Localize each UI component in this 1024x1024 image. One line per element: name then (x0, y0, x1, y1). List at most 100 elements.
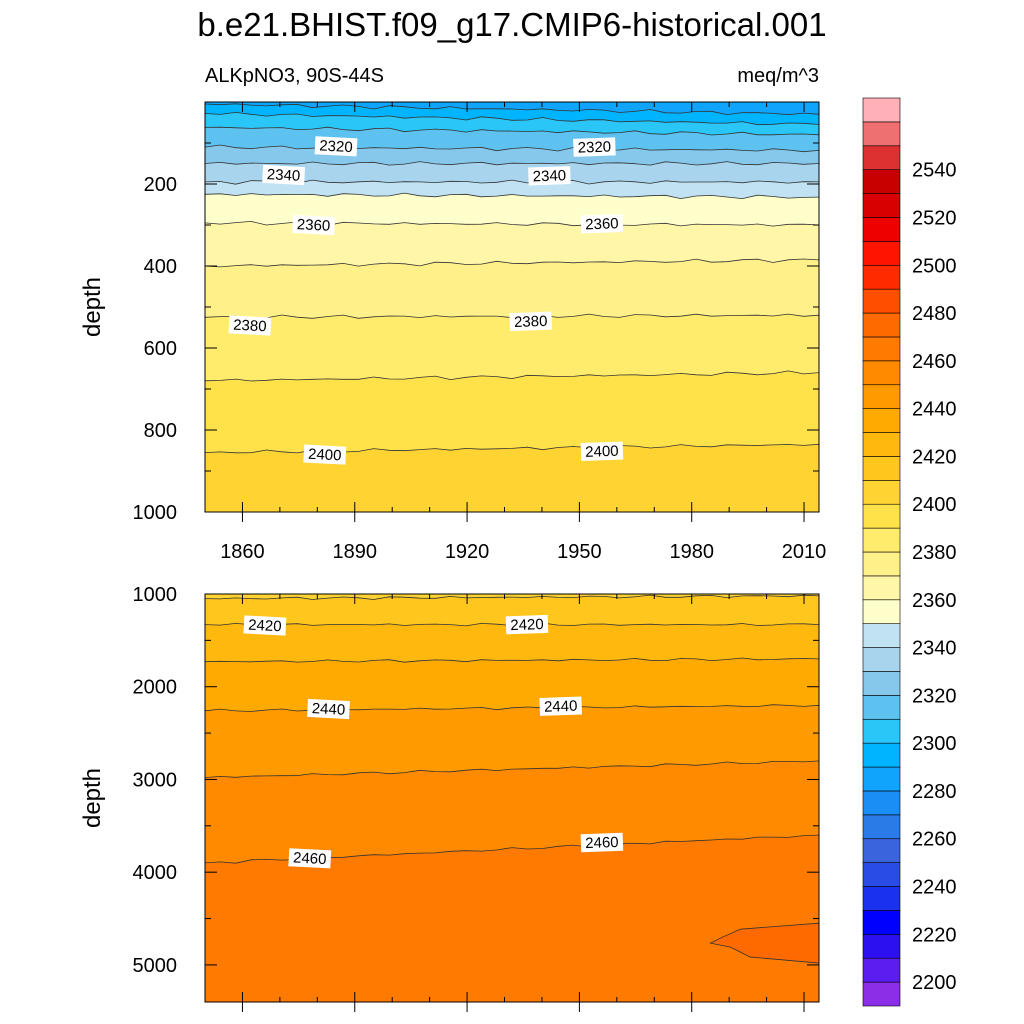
colorbar-swatch (862, 456, 901, 481)
colorbar-tick-label: 2420 (912, 446, 957, 468)
upper-y-tick-label: 1000 (133, 502, 178, 524)
lower-plot-frame (204, 593, 820, 1003)
colorbar-swatch (862, 695, 901, 720)
colorbar-swatch (862, 384, 901, 409)
colorbar-swatch (862, 551, 901, 577)
contour-label-text: 2320 (577, 139, 611, 157)
upper-contour-2300 (205, 111, 819, 126)
contour-label-box (505, 614, 549, 635)
colorbar: 2200 2220 2240 2260 2280 2300 2320 2340 2360 2380… (862, 97, 957, 1007)
colorbar-tick-label: 2340 (912, 638, 957, 660)
upper-axes: 1860 1890 1920 1950 1980 2010 200 400 600 800 1000 (133, 101, 826, 563)
contour-label-box (528, 166, 571, 186)
lower-panel: 2420 2420 2440 2440 2460 2460 1000 2000 3000 400… (79, 584, 820, 1012)
colorbar-swatch (862, 838, 901, 863)
upper-contour-label: 2340 (528, 166, 571, 186)
colorbar-swatch (862, 527, 901, 553)
contour-label-text: 2340 (532, 167, 566, 185)
upper-contour-label: 2400 (303, 444, 347, 465)
colorbar-swatch (862, 145, 901, 170)
upper-contour-2310 (205, 126, 819, 136)
upper-band-2400 (205, 444, 819, 512)
colorbar-tick-label: 2200 (912, 972, 957, 994)
colorbar-swatch (862, 193, 901, 218)
upper-contour-label: 2320 (314, 136, 358, 157)
colorbar-swatch (862, 360, 901, 386)
colorbar-tick-label: 2540 (912, 160, 957, 182)
upper-contour-label: 2320 (573, 137, 616, 157)
upper-contour-2290 (205, 103, 819, 116)
upper-contour-label: 2380 (509, 311, 553, 332)
colorbar-tick-label: 2480 (912, 303, 957, 325)
upper-contour-2340 (205, 179, 819, 185)
upper-y-tick-label: 800 (144, 420, 177, 442)
lower-contour-2430 (205, 657, 819, 663)
upper-y-tick-label: 600 (144, 338, 177, 360)
colorbar-tick-label: 2260 (912, 829, 957, 851)
colorbar-swatch (862, 121, 901, 147)
upper-contour-label: 2360 (580, 214, 624, 234)
upper-x-tick-label: 1920 (445, 541, 490, 563)
upper-contour-label: 2380 (228, 315, 272, 336)
lower-contour-2440 (205, 704, 819, 712)
colorbar-swatch (862, 671, 901, 696)
contour-label-text: 2400 (308, 446, 342, 465)
contour-label-box (292, 214, 336, 236)
lower-band-2460 (205, 835, 819, 1002)
contour-label-box (580, 441, 624, 462)
left-subtitle: ALKpNO3, 90S-44S (205, 65, 384, 87)
upper-contour-2330 (205, 161, 819, 166)
colorbar-swatch (862, 288, 901, 314)
lower-filled-contours (205, 594, 819, 1002)
contour-label-box (580, 214, 624, 234)
lower-band-2470 (709, 922, 819, 964)
colorbar-swatch (862, 981, 901, 1007)
upper-contour-2350 (205, 192, 819, 200)
colorbar-swatch (862, 97, 901, 123)
upper-y-tick-label: 400 (144, 256, 177, 278)
lower-contour-label: 2460 (288, 848, 332, 869)
contour-label-box (314, 136, 358, 157)
colorbar-swatch (862, 862, 901, 887)
contour-label-box (580, 832, 624, 853)
colorbar-swatch (862, 647, 901, 672)
contour-label-box (539, 696, 583, 716)
upper-contour-2370 (205, 258, 819, 268)
lower-axes: 1000 2000 3000 4000 5000 (133, 584, 819, 1012)
contour-label-text: 2400 (585, 443, 619, 461)
colorbar-tick-label: 2360 (912, 590, 957, 612)
upper-filled-contours (205, 102, 819, 512)
contour-label-box (307, 698, 350, 720)
upper-y-axis-label: depth (79, 277, 106, 337)
contour-label-text: 2440 (544, 698, 578, 716)
upper-contour-2390 (205, 370, 819, 382)
colorbar-swatch (862, 910, 901, 935)
contour-label-text: 2360 (585, 215, 619, 233)
colorbar-tick-label: 2220 (912, 924, 957, 946)
colorbar-swatch (862, 480, 901, 505)
colorbar-swatch (862, 886, 901, 911)
lower-contour-2410 (205, 594, 819, 600)
upper-panel: 2320 2320 2340 2340 2360 2360 2380 2380 2400 2400… (79, 101, 826, 563)
contour-label-box (243, 615, 287, 636)
lower-contour-label: 2460 (580, 832, 624, 853)
contour-label-box (573, 137, 616, 157)
upper-contour-2320 (205, 144, 819, 153)
lower-y-tick-label: 4000 (133, 862, 178, 884)
colorbar-swatch (862, 766, 901, 792)
lower-contour-label: 2420 (505, 614, 549, 635)
colorbar-swatch (862, 432, 901, 457)
colorbar-tick-label: 2320 (912, 685, 957, 707)
contour-label-box (262, 164, 306, 186)
colorbar-swatch (862, 599, 901, 624)
contour-label-text: 2340 (266, 166, 300, 185)
colorbar-tick-label: 2280 (912, 781, 957, 803)
colorbar-swatch (862, 241, 901, 266)
right-subtitle: meq/m^3 (737, 65, 819, 87)
lower-contour-label: 2440 (307, 698, 350, 720)
colorbar-swatch (862, 312, 901, 338)
colorbar-swatch (862, 575, 901, 601)
colorbar-swatch (862, 814, 901, 840)
contour-label-text: 2460 (293, 849, 327, 868)
contour-label-text: 2440 (311, 700, 345, 719)
